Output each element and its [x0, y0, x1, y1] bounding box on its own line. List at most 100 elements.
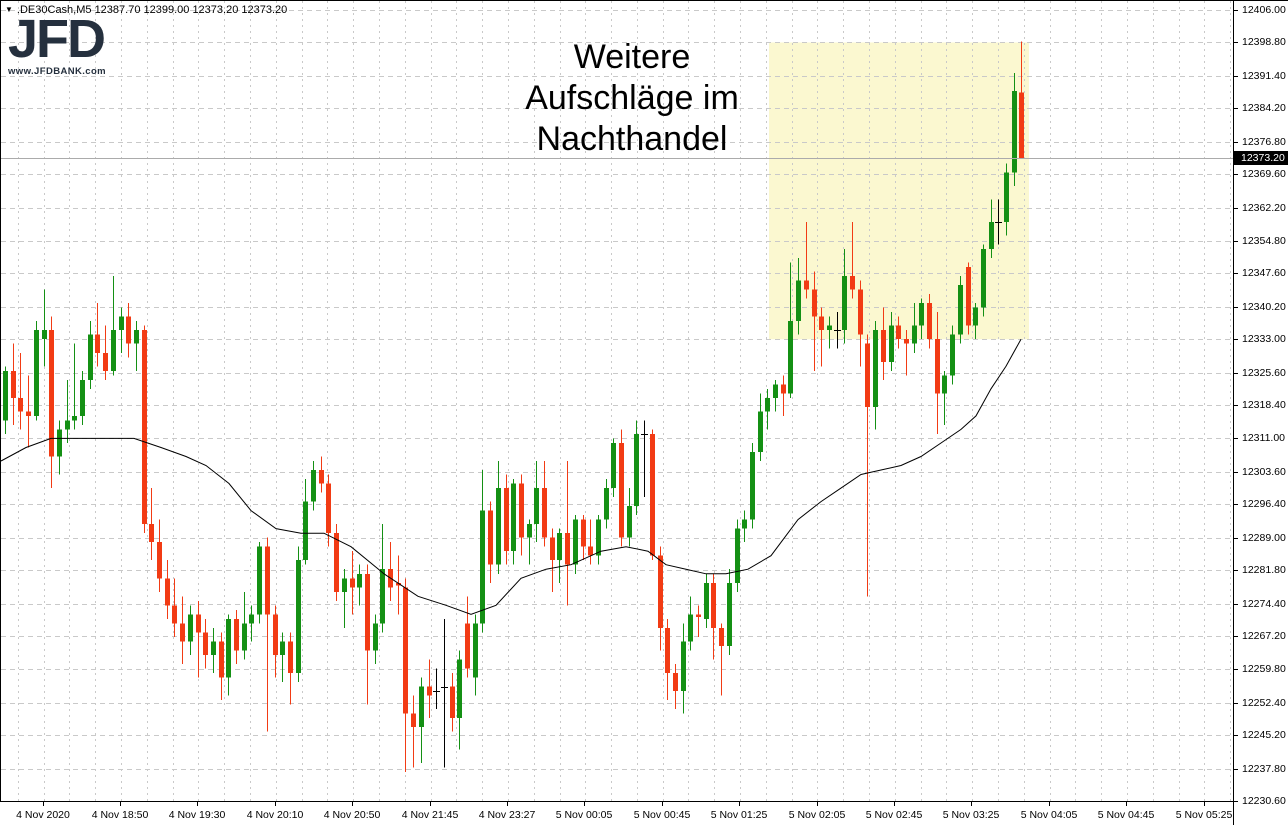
time-axis-tick	[817, 802, 818, 806]
candle	[758, 393, 763, 461]
candle	[750, 442, 755, 529]
candle	[72, 343, 77, 430]
time-axis-tick	[1049, 802, 1050, 806]
time-axis-tick	[352, 802, 353, 806]
candle	[111, 276, 116, 376]
candle	[496, 461, 501, 574]
candle	[711, 573, 716, 660]
candle	[973, 303, 978, 340]
candle	[165, 560, 170, 619]
candle	[534, 461, 539, 543]
candle	[288, 632, 293, 705]
candle	[796, 258, 801, 335]
candle	[473, 614, 478, 696]
price-tick-label: 12274.40	[1242, 598, 1286, 610]
price-tick-label: 12391.40	[1242, 70, 1286, 82]
jfd-logo: JFD www.JFDBANK.com	[8, 12, 106, 77]
candle	[396, 555, 401, 615]
chart-plot-area	[0, 1, 1234, 801]
candle	[588, 519, 593, 565]
candle	[942, 370, 947, 425]
candle	[357, 564, 362, 606]
candle	[411, 695, 416, 768]
price-axis-tick	[1234, 405, 1238, 406]
price-axis-tick	[1234, 108, 1238, 109]
candle	[873, 321, 878, 430]
time-axis[interactable]: 4 Nov 2020 4 Nov 18:50 4 Nov 19:30 4 Nov 20…	[0, 801, 1233, 825]
time-axis-tick	[1126, 802, 1127, 806]
candle	[242, 591, 247, 660]
candle	[65, 379, 70, 443]
candle	[480, 470, 485, 633]
candle	[126, 303, 131, 358]
candle	[433, 668, 440, 710]
candle	[658, 546, 663, 651]
candle	[504, 474, 509, 565]
candle	[296, 546, 301, 682]
candle	[311, 461, 316, 511]
candle	[134, 321, 139, 371]
price-axis-tick	[1234, 504, 1238, 505]
time-tick-label: 5 Nov 05:25	[1175, 809, 1233, 821]
price-axis-tick	[1234, 42, 1238, 43]
candle	[673, 663, 678, 710]
price-axis-tick	[1234, 241, 1238, 242]
price-axis-tick	[1234, 208, 1238, 209]
time-tick-label: 4 Nov 21:45	[401, 809, 459, 821]
candle	[681, 623, 686, 714]
candle	[804, 221, 809, 299]
time-tick-label: 5 Nov 02:05	[788, 809, 846, 821]
candle	[57, 420, 62, 475]
candle	[889, 312, 894, 371]
candle	[1019, 41, 1024, 158]
candle	[919, 298, 924, 340]
price-axis-tick	[1234, 438, 1238, 439]
time-tick-label: 5 Nov 00:45	[633, 809, 691, 821]
price-axis-tick	[1234, 636, 1238, 637]
candle	[619, 429, 624, 547]
chart-collapse-icon[interactable]: ▼	[5, 5, 13, 14]
annotation-line-1: Weitere	[573, 38, 691, 76]
candle	[303, 479, 308, 565]
candle	[611, 438, 616, 498]
price-tick-label: 12333.00	[1242, 333, 1286, 345]
candle	[11, 343, 16, 425]
candle	[904, 330, 909, 376]
candle	[249, 605, 254, 642]
price-axis-tick	[1234, 373, 1238, 374]
candle	[519, 474, 524, 556]
candle	[557, 528, 562, 583]
price-tick-label: 12267.20	[1242, 630, 1286, 642]
price-tick-label: 12281.80	[1242, 564, 1286, 576]
candle	[542, 461, 547, 547]
candle	[119, 307, 124, 353]
price-axis-tick	[1234, 801, 1238, 802]
price-tick-label: 12406.00	[1242, 4, 1286, 16]
price-axis[interactable]: 12373.20 12406.00 12398.80 12391.40 12384.2…	[1233, 1, 1288, 825]
candle	[80, 370, 85, 425]
candle	[527, 519, 532, 565]
grid	[1, 1, 1234, 801]
candle	[573, 515, 578, 574]
symbol-quote-line: ▼ .DE30Cash,M5 12387.70 12399.00 12373.20…	[5, 4, 287, 16]
price-axis-tick	[1234, 669, 1238, 670]
price-axis-tick	[1234, 142, 1238, 143]
candle	[665, 618, 670, 701]
candle	[172, 578, 177, 637]
candle	[1012, 73, 1017, 186]
price-tick-label: 12384.20	[1242, 102, 1286, 114]
price-axis-tick	[1234, 339, 1238, 340]
candle	[457, 650, 462, 750]
price-tick-label: 12318.40	[1242, 399, 1286, 411]
candle	[581, 515, 586, 561]
candle	[273, 605, 278, 678]
candle	[742, 510, 747, 543]
candle	[188, 605, 193, 655]
price-tick-label: 12347.60	[1242, 267, 1286, 279]
annotation-line-2: Aufschläge im	[525, 79, 739, 117]
price-axis-tick	[1234, 472, 1238, 473]
highlight-region	[769, 42, 1029, 340]
time-tick-label: 5 Nov 04:05	[1020, 809, 1078, 821]
candle	[465, 596, 470, 678]
